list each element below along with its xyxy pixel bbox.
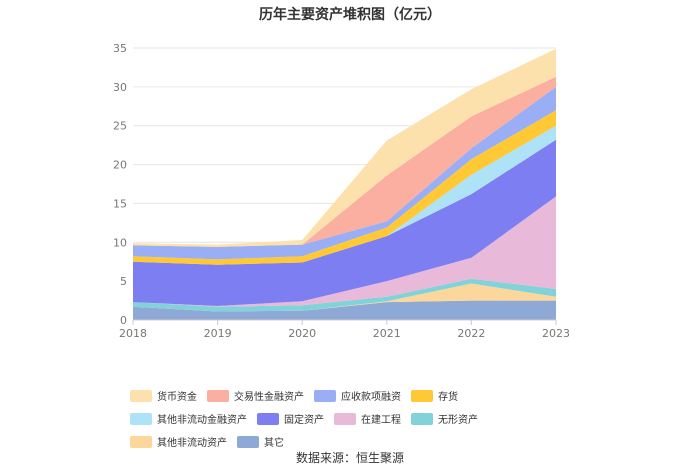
x-tick-label: 2022 [457,327,485,340]
x-tick-label: 2020 [288,327,316,340]
legend-item[interactable]: 交易性金融资产 [207,388,304,403]
legend-swatch [130,389,152,402]
legend-item[interactable]: 应收款项融资 [314,388,401,403]
area-series-8[interactable] [133,76,556,247]
legend-item[interactable]: 其他非流动资产 [130,434,227,449]
legend-item[interactable]: 其它 [237,434,284,449]
y-tick-label: 20 [113,159,127,172]
legend-label: 存货 [438,392,458,403]
legend-swatch [257,412,279,425]
area-series-9[interactable] [133,48,556,247]
legend-label: 其他非流动资产 [157,438,227,449]
legend-label: 固定资产 [284,415,324,426]
legend-swatch [237,435,259,448]
legend-item[interactable]: 存货 [411,388,458,403]
x-tick-label: 2019 [204,327,232,340]
legend-swatch [411,412,433,425]
legend-item[interactable]: 其他非流动金融资产 [130,411,247,426]
legend-label: 其他非流动金融资产 [157,415,247,426]
y-tick-label: 10 [113,236,127,249]
legend-item[interactable]: 货币资金 [130,388,197,403]
legend-item[interactable]: 无形资产 [411,411,478,426]
legend-swatch [130,435,152,448]
area-series-4[interactable] [133,139,556,306]
y-tick-label: 35 [113,42,127,55]
legend-item[interactable]: 固定资产 [257,411,324,426]
x-tick-label: 2023 [542,327,570,340]
legend: 货币资金 交易性金融资产 应收款项融资 存货其他非流动金融资产 固定资产 在建工程 无形资产… [130,388,590,457]
data-source: 数据来源：恒生聚源 [295,451,404,465]
y-tick-label: 15 [113,197,127,210]
area-series-3[interactable] [133,196,556,307]
y-tick-label: 25 [113,120,127,133]
legend-label: 应收款项融资 [341,392,401,403]
legend-label: 在建工程 [361,415,401,426]
y-tick-label: 0 [120,314,127,327]
legend-swatch [411,389,433,402]
legend-swatch [314,389,336,402]
legend-swatch [334,412,356,425]
legend-swatch [207,389,229,402]
y-tick-label: 5 [120,275,127,288]
area-series-0[interactable] [133,300,556,320]
chart-title: 历年主要资产堆积图（亿元） [259,7,441,23]
x-tick-label: 2018 [119,327,147,340]
legend-label: 无形资产 [438,415,478,426]
legend-label: 交易性金融资产 [234,392,304,403]
area-series-1[interactable] [133,283,556,312]
y-tick-label: 30 [113,81,127,94]
legend-label: 其它 [264,438,284,449]
legend-item[interactable]: 在建工程 [334,411,401,426]
legend-swatch [130,412,152,425]
legend-label: 货币资金 [157,392,197,403]
x-tick-label: 2021 [373,327,401,340]
area-series-2[interactable] [133,278,556,312]
